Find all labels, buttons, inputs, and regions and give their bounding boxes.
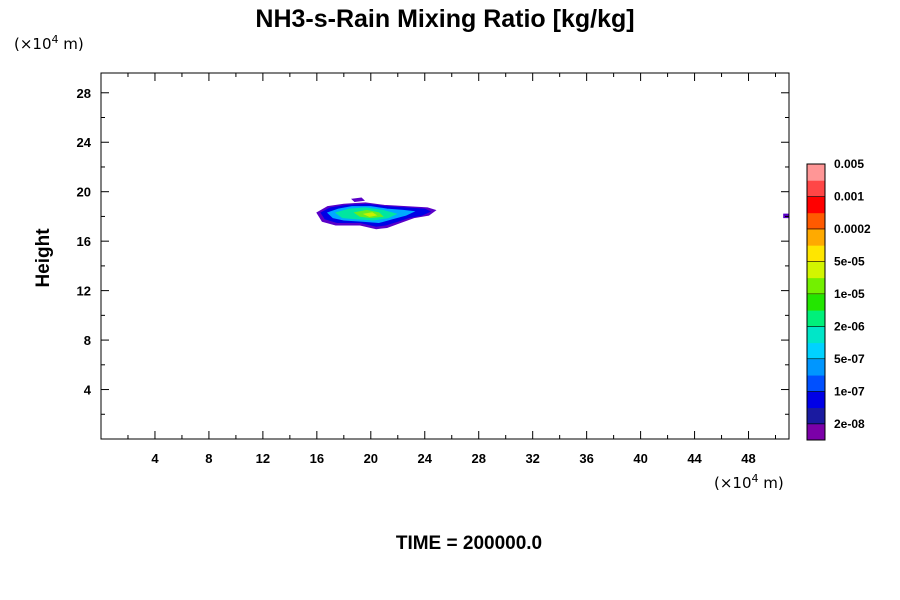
colorbar-swatch [807,358,825,376]
x-tick-label: 12 [256,451,270,466]
contour-region-6 [350,197,366,203]
colorbar-label: 0.0002 [834,222,871,236]
contour-region-7 [783,213,790,219]
x-tick-label: 24 [418,451,433,466]
colorbar-swatch [807,180,825,197]
y-tick-label: 24 [77,135,92,150]
colorbar-swatch [807,164,825,181]
x-tick-label: 40 [633,451,647,466]
colorbar-label: 5e-07 [834,352,865,366]
y-axis-label: Height [33,228,54,288]
colorbar-label: 5e-05 [834,254,865,268]
colorbar-swatch [807,228,825,246]
x-tick-label: 20 [364,451,378,466]
y-tick-label: 28 [77,86,91,101]
colorbar-swatch [807,196,825,214]
colorbar-swatch [807,293,825,311]
colorbar-swatch [807,245,825,262]
colorbar-swatch [807,261,825,279]
colorbar-swatch [807,342,825,360]
colorbar-swatch [807,326,825,344]
y-tick-label: 16 [77,234,91,249]
y-tick-label: 20 [77,185,91,200]
colorbar-swatch [807,310,825,327]
chart-title: NH3-s-Rain Mixing Ratio [kg/kg] [255,5,634,33]
colorbar-swatch [807,423,825,441]
x-tick-label: 16 [310,451,324,466]
x-tick-label: 8 [205,451,212,466]
colorbar-swatch [807,407,825,425]
y-tick-label: 4 [84,383,92,398]
y-tick-label: 8 [84,333,91,348]
y-axis-unit: (×104 m) [14,33,84,53]
plot-frame [100,72,790,440]
colorbar-label: 1e-05 [834,287,865,301]
colorbar-swatch [807,375,825,392]
x-axis-unit: (×104 m) [714,472,784,492]
colorbar-swatch [807,277,825,295]
colorbar-swatch [807,391,825,409]
contour-field [316,197,790,230]
x-axis-ticks: 4 8 12 16 20 24 28 32 36 40 44 48 [100,73,777,466]
x-tick-label: 48 [741,451,755,466]
colorbar: 2e-08 1e-07 5e-07 2e-06 1e-05 5e-05 0.0002 0.00… [806,157,871,441]
y-axis-ticks: 4 8 12 16 20 24 28 [77,86,789,440]
y-tick-label: 12 [77,284,91,299]
x-tick-label: 4 [151,451,159,466]
colorbar-label: 2e-08 [834,417,865,431]
colorbar-swatch [807,212,825,230]
x-tick-label: 36 [579,451,593,466]
colorbar-label: 0.001 [834,189,864,203]
colorbar-label: 1e-07 [834,384,865,398]
colorbar-label: 2e-06 [834,319,865,333]
x-tick-label: 44 [687,451,702,466]
x-tick-label: 28 [471,451,485,466]
contour-region-5 [362,212,378,217]
colorbar-label: 0.005 [834,157,864,171]
time-label: TIME = 200000.0 [396,533,542,554]
x-tick-label: 32 [525,451,539,466]
